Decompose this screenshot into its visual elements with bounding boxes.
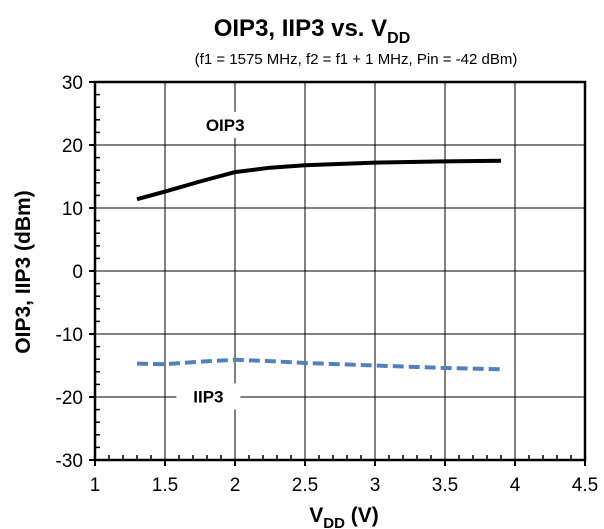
y-axis-label: OIP3, IIP3 (dBm) [12, 190, 35, 353]
chart-title-subscript: DD [387, 30, 410, 47]
x-axis-label: VDD (V) [309, 504, 379, 529]
x-tick-label: 2 [230, 475, 241, 496]
annotation-label: IIP3 [193, 387, 223, 406]
y-tick-label: 30 [62, 73, 83, 94]
chart-subtitle: (f1 = 1575 MHz, f2 = f1 + 1 MHz, Pin = -… [195, 51, 518, 68]
tick-labels: -30 -20 -10 0 10 20 30 1 1.5 2 2.5 3 3.5 4 4.5 [56, 73, 599, 496]
x-tick-label: 4 [510, 475, 521, 496]
grid [95, 82, 585, 460]
x-tick-label: 3 [370, 475, 381, 496]
chart-title-main: OIP3, IIP3 vs. V [214, 15, 387, 42]
tick-marks [89, 81, 586, 466]
x-tick-label: 4.5 [572, 475, 598, 496]
x-tick-label: 1.5 [152, 475, 178, 496]
y-tick-label: -20 [56, 388, 83, 409]
series-line-iip3 [136, 357, 502, 372]
x-tick-label: 2.5 [292, 475, 318, 496]
x-axis-label-main: V [309, 504, 323, 527]
chart-title: OIP3, IIP3 vs. VDD [214, 15, 411, 47]
series-layer [136, 158, 502, 372]
annotation-label: OIP3 [206, 116, 245, 135]
y-tick-label: 10 [62, 199, 83, 220]
y-tick-label: 20 [62, 136, 83, 157]
y-tick-label: -30 [56, 451, 83, 472]
x-tick-label: 3.5 [432, 475, 458, 496]
x-axis-label-suffix: (V) [345, 504, 379, 527]
y-tick-label: -10 [56, 325, 83, 346]
x-axis-label-subscript: DD [323, 515, 345, 529]
annotation-mask [176, 383, 241, 410]
annotation-mask [193, 111, 258, 138]
x-tick-label: 1 [90, 475, 101, 496]
y-tick-label: 0 [72, 262, 83, 283]
annotations-layer: OIP3 IIP3 [176, 111, 258, 410]
series-line-oip3 [136, 158, 502, 202]
